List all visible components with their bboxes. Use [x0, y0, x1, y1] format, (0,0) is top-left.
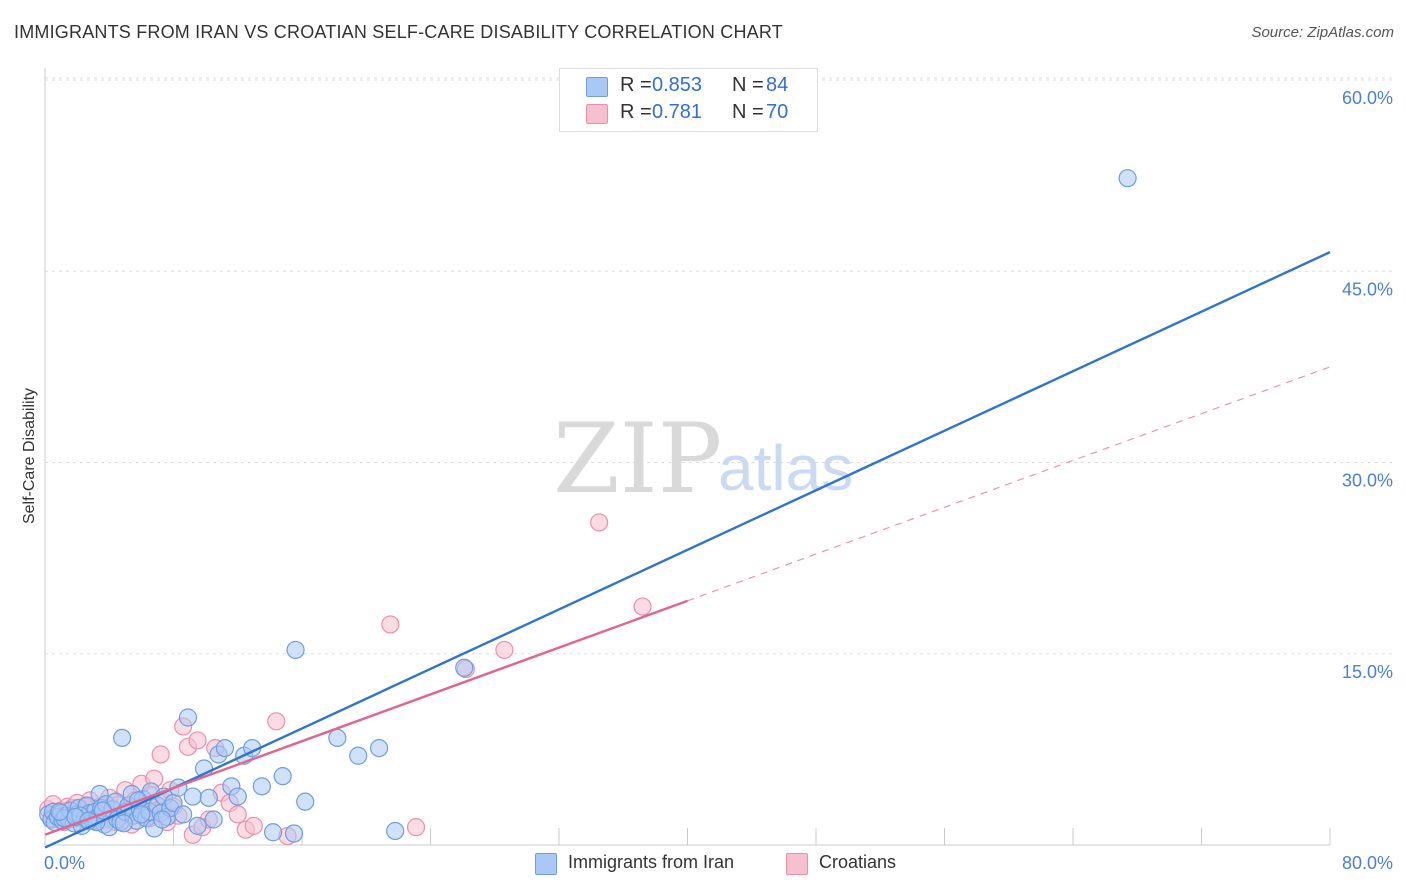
- croatians-point: [381, 615, 400, 634]
- iran-point: [349, 746, 368, 765]
- croatians-point: [228, 805, 247, 824]
- legend-n-value: 70: [766, 101, 789, 123]
- axes: [44, 68, 1331, 846]
- iran-point: [215, 738, 234, 758]
- croatians-point: [633, 597, 652, 616]
- croatians-point: [590, 513, 609, 532]
- iran-point: [296, 792, 315, 811]
- iran-point: [112, 728, 132, 748]
- watermark-atlas: atlas: [718, 432, 853, 504]
- croatians-point: [495, 640, 514, 660]
- legend-swatch-iran: [586, 77, 608, 97]
- legend-r-label: R =: [620, 101, 652, 123]
- y-tick-label: 45.0%: [1342, 279, 1393, 299]
- croatians-point: [151, 745, 170, 764]
- iran-points: [39, 169, 1137, 843]
- legend-n-value: 84: [766, 74, 789, 96]
- legend-label-croatians: Croatians: [819, 852, 897, 872]
- iran-point: [183, 787, 202, 806]
- y-tick-label: 30.0%: [1342, 471, 1393, 491]
- iran-point: [252, 777, 271, 796]
- iran-point: [328, 728, 347, 748]
- iran-point: [455, 658, 474, 677]
- iran-point: [273, 767, 292, 786]
- legend-n-label: N =: [732, 101, 764, 123]
- iran-point: [284, 824, 304, 843]
- iran-point: [153, 810, 172, 829]
- iran-point: [50, 802, 69, 821]
- legend-r-value: 0.781: [652, 101, 703, 123]
- croatians-trend-line: [44, 599, 688, 836]
- legend-label-iran: Immigrants from Iran: [568, 852, 735, 872]
- iran-point: [263, 823, 283, 842]
- y-axis-label: Self-Care Disability: [21, 388, 38, 524]
- croatians-point: [406, 818, 426, 837]
- x-tick-label-min: 0.0%: [44, 853, 85, 873]
- legend-swatch-iran: [535, 853, 557, 875]
- croatians-trend-extension: [687, 366, 1331, 602]
- iran-point: [370, 738, 389, 758]
- iran-point: [204, 810, 223, 829]
- croatians-point: [188, 731, 207, 750]
- croatians-point: [244, 816, 263, 835]
- iran-point: [188, 816, 207, 835]
- y-tick-label: 15.0%: [1342, 662, 1393, 682]
- legend-swatch-croatians: [586, 104, 608, 124]
- legend-r-value: 0.853: [652, 74, 703, 96]
- iran-point: [286, 640, 305, 660]
- legend-swatch-croatians: [786, 853, 808, 875]
- source-label: Source: ZipAtlas.com: [1251, 24, 1394, 41]
- watermark-zip: ZIP: [553, 403, 722, 515]
- legend-r-label: R =: [620, 74, 652, 96]
- iran-point: [174, 805, 193, 824]
- iran-point: [1118, 169, 1137, 188]
- y-tick-label: 60.0%: [1342, 88, 1393, 108]
- iran-point: [228, 787, 247, 806]
- iran-point: [199, 788, 218, 807]
- gridlines: [45, 77, 1393, 655]
- stats-legend: R = 0.853 N = 84 R = 0.781 N = 70: [559, 68, 818, 132]
- x-tick-label-max: 80.0%: [1342, 853, 1393, 873]
- iran-point: [114, 814, 133, 833]
- trend-lines: [44, 251, 1331, 849]
- iran-point: [132, 805, 151, 824]
- y-tick-labels: 15.0% 30.0% 45.0% 60.0%: [1342, 88, 1393, 682]
- iran-point: [178, 708, 198, 727]
- iran-trend-line: [44, 251, 1331, 849]
- iran-point: [386, 821, 405, 841]
- croatians-point: [267, 712, 286, 731]
- chart-title: IMMIGRANTS FROM IRAN VS CROATIAN SELF-CA…: [14, 22, 783, 42]
- legend-n-label: N =: [732, 74, 764, 96]
